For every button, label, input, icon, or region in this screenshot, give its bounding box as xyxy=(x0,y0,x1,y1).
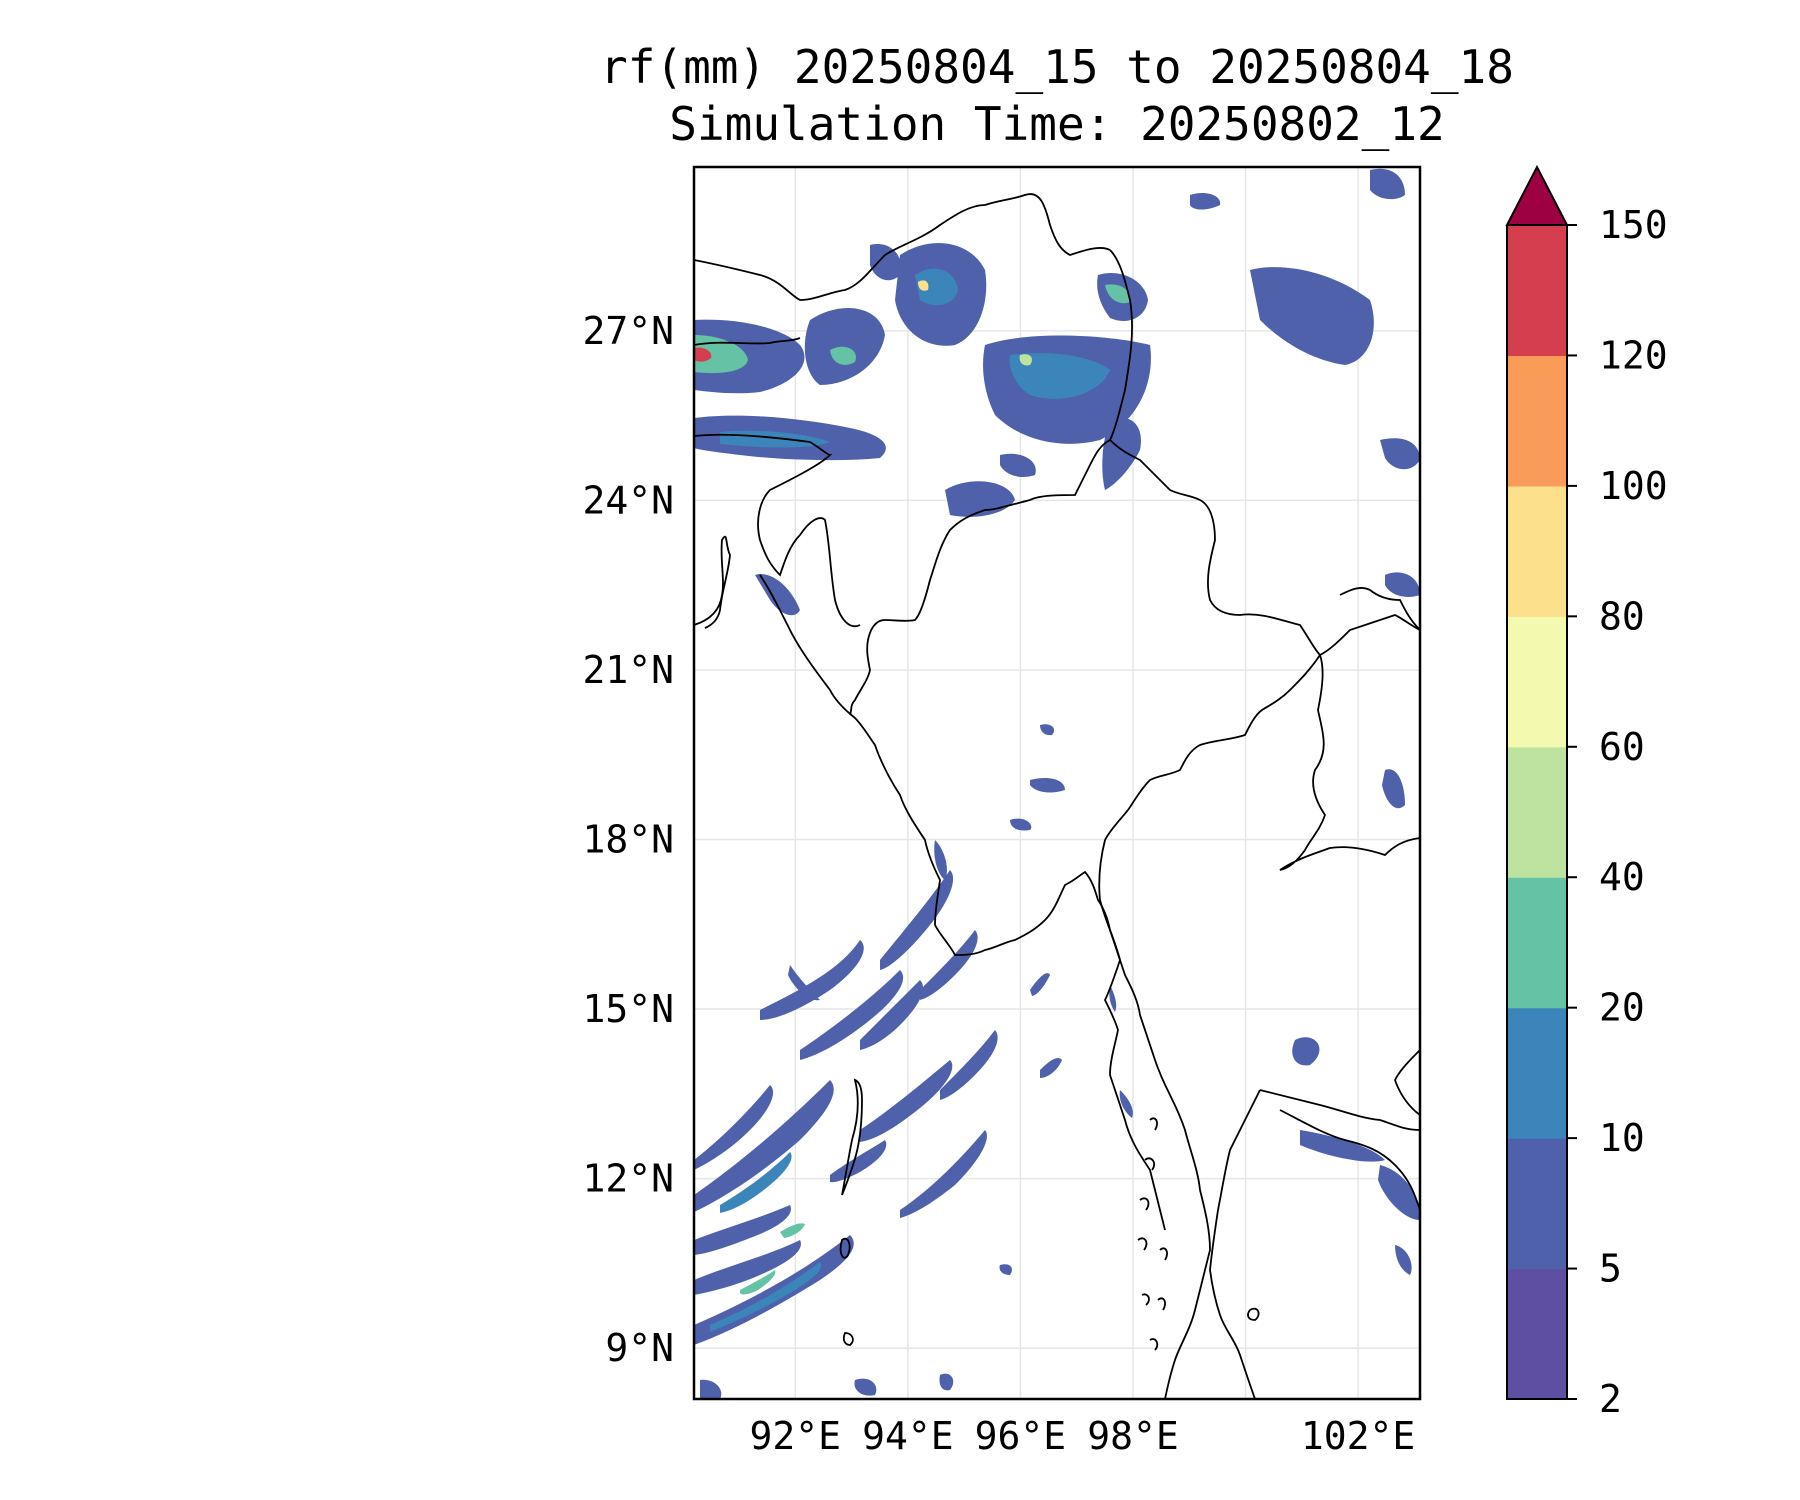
rain-cell-north-1-core xyxy=(915,268,958,306)
rain-cell-north-2 xyxy=(804,308,885,385)
lat-tick-label: 12°N xyxy=(582,1157,674,1201)
rain-cell-east-9 xyxy=(1378,1165,1420,1220)
lat-tick-label: 18°N xyxy=(582,818,674,862)
lat-tick-label: 24°N xyxy=(582,478,674,522)
lon-tick-label: 102°E xyxy=(1301,1414,1415,1458)
colorbar-band xyxy=(1507,485,1567,617)
rain-cell-east-2 xyxy=(1370,168,1405,200)
colorbar-band xyxy=(1507,225,1567,357)
colorbar-label: 20 xyxy=(1599,986,1645,1030)
rain-cell-nw-band-core xyxy=(694,335,748,374)
colorbar-frame xyxy=(1506,225,1568,1400)
border-myanmar-thailand xyxy=(1098,839,1166,1231)
rain-cell-nw-band-peak xyxy=(694,347,712,362)
coast-mergui-islands xyxy=(1137,1117,1168,1351)
colorbar-label: 2 xyxy=(1599,1377,1622,1421)
rain-cell-northeast-2-core xyxy=(1105,284,1131,304)
rain-cell-north-3 xyxy=(870,244,901,281)
border-myanmar-laos xyxy=(1104,654,1321,841)
map-area: 27°N 24°N 21°N 18°N 15°N 12°N 9°N 92°E 94°E 96°E… xyxy=(582,165,1422,1458)
rain-bands-southwest-peak xyxy=(740,1223,805,1295)
rainfall-field xyxy=(694,168,1420,1399)
rain-cell-east-5 xyxy=(1385,572,1420,597)
rain-cell-east-7 xyxy=(1292,1037,1320,1066)
coast-gulf-islands xyxy=(1247,1307,1260,1321)
map-frame xyxy=(692,165,1422,1401)
latitude-tick-labels: 27°N 24°N 21°N 18°N 15°N 12°N 9°N xyxy=(582,309,674,1370)
colorbar-label: 40 xyxy=(1599,855,1645,899)
coast-cambodia xyxy=(1279,1109,1420,1211)
coast-bangladesh-myanmar xyxy=(694,535,1211,1399)
lat-tick-label: 21°N xyxy=(582,648,674,692)
rain-cell-northeast-1-core xyxy=(1009,353,1110,399)
border-india-myanmar xyxy=(849,249,1133,716)
coast-islands-nicobar xyxy=(842,1332,854,1346)
colorbar-band xyxy=(1507,1138,1567,1270)
rain-cell-east-10 xyxy=(1395,1245,1412,1275)
longitude-tick-labels: 92°E 94°E 96°E 98°E 102°E xyxy=(750,1414,1416,1458)
lat-tick-label: 27°N xyxy=(582,309,674,353)
map-title-line1: rf(mm) 20250804_15 to 20250804_18 xyxy=(600,40,1514,94)
colorbar-band xyxy=(1507,616,1567,748)
rain-cell-central-3 xyxy=(1010,818,1032,831)
colorbar-band xyxy=(1507,877,1567,1009)
coast-islands-andaman xyxy=(841,1078,863,1196)
rain-cell-northeast-1-peak xyxy=(1019,354,1032,366)
colorbar-label: 150 xyxy=(1599,203,1668,247)
rain-cell-east-6 xyxy=(1382,769,1405,809)
rain-cell-east-3 xyxy=(1190,193,1221,210)
rain-cell-center-north-2 xyxy=(1000,453,1036,477)
coast-thailand-gulf xyxy=(1209,1089,1261,1399)
rain-cell-coast-2 xyxy=(934,840,947,880)
lat-tick-label: 9°N xyxy=(605,1326,674,1370)
border-thailand-cambodia xyxy=(1259,1089,1420,1131)
rain-cell-east-8 xyxy=(1300,1130,1385,1162)
colorbar-band xyxy=(1507,1268,1567,1400)
country-borders xyxy=(694,193,1420,1231)
lon-tick-label: 92°E xyxy=(750,1414,842,1458)
lon-tick-label: 98°E xyxy=(1087,1414,1179,1458)
rain-cell-north-2-core xyxy=(830,346,856,365)
rain-cell-nw-band xyxy=(694,319,805,394)
border-nepal-bhutan xyxy=(694,193,1111,301)
colorbar-band xyxy=(1507,1007,1567,1139)
rain-cell-east-1 xyxy=(1250,267,1374,365)
lon-tick-label: 94°E xyxy=(862,1414,954,1458)
rain-bands-southwest-core xyxy=(710,1152,822,1332)
colorbar-band xyxy=(1507,746,1567,878)
border-bangladesh-north xyxy=(694,337,801,346)
colorbar-extend-arrow xyxy=(1505,164,1569,226)
colorbar-label: 10 xyxy=(1599,1116,1645,1160)
rain-cell-central-2 xyxy=(1040,724,1055,736)
colorbar: 2 5 10 20 40 60 80 100 120 150 xyxy=(1505,164,1668,1421)
border-cambodia-vietnam xyxy=(1394,1049,1420,1116)
colorbar-label: 60 xyxy=(1599,725,1645,769)
lat-tick-label: 15°N xyxy=(582,987,674,1031)
lon-tick-label: 96°E xyxy=(975,1414,1067,1458)
rain-cell-east-4 xyxy=(1380,438,1420,470)
colorbar-label: 100 xyxy=(1599,464,1668,508)
border-laos-thailand xyxy=(1279,654,1420,871)
colorbar-label: 120 xyxy=(1599,333,1668,377)
coastlines xyxy=(694,535,1420,1399)
colorbar-label: 5 xyxy=(1599,1247,1622,1291)
rain-cell-central-1 xyxy=(1030,778,1065,793)
map-title-line2: Simulation Time: 20250802_12 xyxy=(669,97,1444,151)
coast-islands-andaman-2 xyxy=(839,1237,851,1259)
border-bangladesh-india xyxy=(694,433,861,628)
border-myanmar-china xyxy=(1109,439,1420,657)
rain-cell-north-1-peak xyxy=(918,280,929,291)
border-laos-china xyxy=(1339,587,1420,631)
colorbar-band xyxy=(1507,355,1567,487)
colorbar-label: 80 xyxy=(1599,594,1645,638)
